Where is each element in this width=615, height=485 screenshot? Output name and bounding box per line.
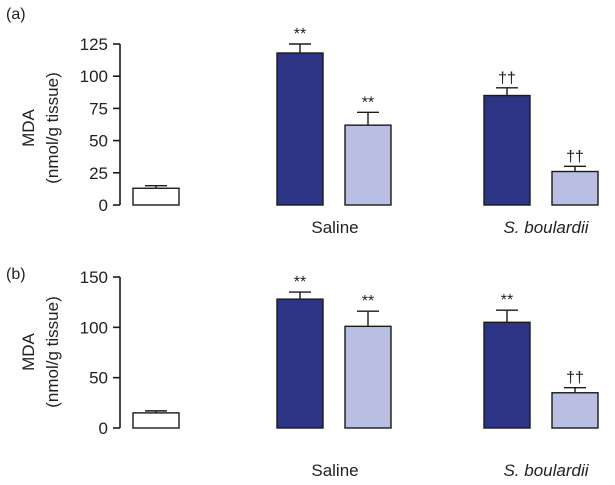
panel-a-sig-4: †† xyxy=(498,70,516,87)
panel-b-sig-3: ** xyxy=(362,293,374,310)
panel-b-label: (b) xyxy=(6,266,26,283)
panel-a-ylabel: MDA (nmol/g tissue) xyxy=(19,72,62,183)
panel-a-sig-5: †† xyxy=(566,148,584,165)
panel-b-bar-5 xyxy=(551,392,599,429)
panel-a: (a) MDA (nmol/g tissue) Saline S. boular… xyxy=(6,6,599,237)
panel-a-sig-3: ** xyxy=(362,94,374,111)
panel-a-sig-2: ** xyxy=(294,26,306,43)
panel-b-bar-2 xyxy=(276,298,324,429)
panel-b-group-saline: Saline xyxy=(311,461,358,480)
panel-a-bar-5 xyxy=(551,170,599,206)
panel-a-bar-1 xyxy=(132,187,180,206)
panel-a-group-sboulardii: S. boulardii xyxy=(503,218,589,237)
panel-a-bar-2 xyxy=(276,52,324,206)
panel-a-y-tick-label: 0 xyxy=(99,196,108,215)
panel-b-y-tick-label: 0 xyxy=(99,419,108,438)
panel-a-y-tick-label: 25 xyxy=(89,164,108,183)
panel-a-y-tick-label: 125 xyxy=(80,35,108,54)
panel-b-bar-3 xyxy=(344,325,392,429)
panel-a-bar-3 xyxy=(344,124,392,206)
panel-b-y-tick-label: 150 xyxy=(80,268,108,287)
panel-a-bar-4 xyxy=(483,94,531,206)
panel-b-bar-4 xyxy=(483,321,531,429)
panel-b-ylabel-line2: (nmol/g tissue) xyxy=(43,296,62,407)
panel-b-ylabel-line1: MDA xyxy=(19,332,38,370)
panel-b-y-tick-label: 100 xyxy=(80,318,108,337)
panel-a-y-tick-label: 100 xyxy=(80,67,108,86)
panel-b-sig-5: †† xyxy=(566,370,584,387)
panel-a-y-tick-label: 75 xyxy=(89,99,108,118)
panel-a-group-saline: Saline xyxy=(311,218,358,237)
panel-b-bar-1 xyxy=(132,412,180,429)
panel-b-sig-2: ** xyxy=(294,274,306,291)
panel-a-y-tick-label: 50 xyxy=(89,132,108,151)
panel-a-ylabel-line2: (nmol/g tissue) xyxy=(43,72,62,183)
panel-b: (b) MDA (nmol/g tissue) Saline S. boular… xyxy=(6,266,599,480)
panel-a-label: (a) xyxy=(6,6,26,23)
panel-a-ylabel-line1: MDA xyxy=(19,108,38,146)
panel-b-ylabel: MDA (nmol/g tissue) xyxy=(19,296,62,407)
panel-b-sig-4: ** xyxy=(501,292,513,309)
panel-b-group-sboulardii: S. boulardii xyxy=(503,461,589,480)
panel-b-y-tick-label: 50 xyxy=(89,369,108,388)
